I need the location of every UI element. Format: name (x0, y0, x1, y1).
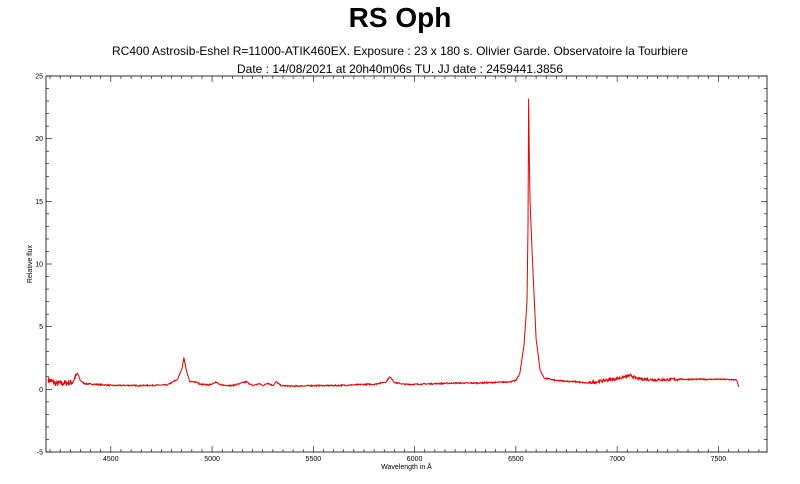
y-tick-label: -5 (37, 450, 43, 457)
chart-title: RS Oph (348, 2, 452, 33)
plot-frame (45, 75, 768, 453)
y-tick-label: 20 (35, 136, 43, 143)
x-axis-label: Wavelength in Å (381, 462, 432, 471)
spectrum-line (47, 98, 740, 388)
x-axis-ticks: 4500 5000 5500 6000 6500 7000 7500 (49, 76, 760, 463)
x-tick-label: 7500 (711, 456, 727, 463)
y-axis-ticks: -5 0 5 10 15 20 25 (35, 74, 767, 457)
y-tick-label: 10 (35, 262, 43, 269)
x-tick-label: 6000 (407, 456, 423, 463)
y-tick-label: 5 (39, 324, 43, 331)
x-tick-label: 4500 (103, 456, 119, 463)
y-tick-label: 25 (35, 74, 43, 81)
x-tick-label: 5000 (204, 456, 220, 463)
chart-subtitle-instrument: RC400 Astrosib-Eshel R=11000-ATIK460EX. … (112, 44, 688, 58)
x-tick-label: 7000 (609, 456, 625, 463)
chart-subtitle-date: Date : 14/08/2021 at 20h40m06s TU. JJ da… (236, 62, 563, 76)
x-tick-label: 5500 (306, 456, 322, 463)
y-tick-label: 0 (39, 387, 43, 394)
x-tick-label: 6500 (508, 456, 524, 463)
y-tick-label: 15 (35, 199, 43, 206)
y-axis-label: Relative flux (27, 244, 34, 283)
